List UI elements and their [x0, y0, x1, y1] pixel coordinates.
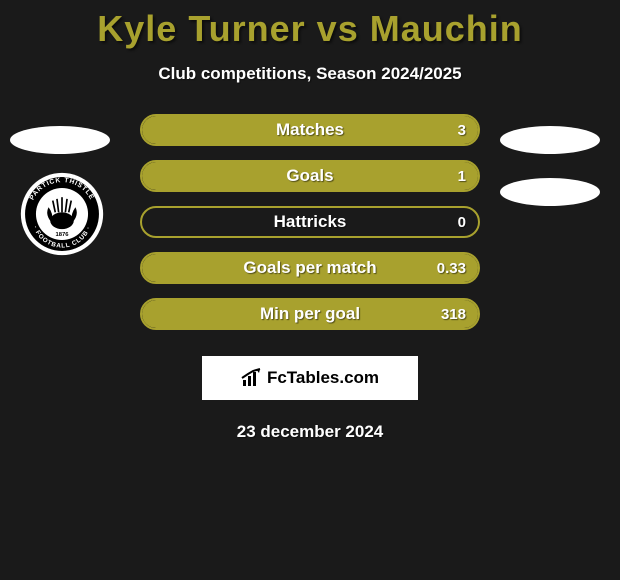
stats-grid: PARTICK THISTLE · FOOTBALL CLUB · 1876 M… [0, 114, 620, 344]
player-marker-right-1 [500, 126, 600, 154]
subtitle: Club competitions, Season 2024/2025 [0, 64, 620, 84]
brand-text: FcTables.com [267, 368, 379, 388]
stat-label: Matches [142, 116, 478, 144]
stats-column: Matches3Goals1Hattricks0Goals per match0… [140, 114, 480, 344]
stat-value: 0 [458, 208, 466, 236]
stat-value: 1 [458, 162, 466, 190]
stat-bar: Goals1 [140, 160, 480, 192]
stat-bar: Goals per match0.33 [140, 252, 480, 284]
stat-value: 3 [458, 116, 466, 144]
chart-icon [241, 368, 263, 388]
stat-label: Goals [142, 162, 478, 190]
stat-label: Min per goal [142, 300, 478, 328]
stat-value: 318 [441, 300, 466, 328]
stat-bar: Matches3 [140, 114, 480, 146]
stat-value: 0.33 [437, 254, 466, 282]
brand-badge: FcTables.com [202, 356, 418, 400]
svg-text:1876: 1876 [55, 232, 69, 238]
player-marker-left [10, 126, 110, 154]
date-text: 23 december 2024 [0, 422, 620, 442]
stat-label: Hattricks [142, 208, 478, 236]
stat-label: Goals per match [142, 254, 478, 282]
stat-bar: Hattricks0 [140, 206, 480, 238]
player-marker-right-2 [500, 178, 600, 206]
infographic-container: Kyle Turner vs Mauchin Club competitions… [0, 0, 620, 580]
page-title: Kyle Turner vs Mauchin [0, 8, 620, 50]
club-badge: PARTICK THISTLE · FOOTBALL CLUB · 1876 [20, 172, 104, 256]
stat-bar: Min per goal318 [140, 298, 480, 330]
